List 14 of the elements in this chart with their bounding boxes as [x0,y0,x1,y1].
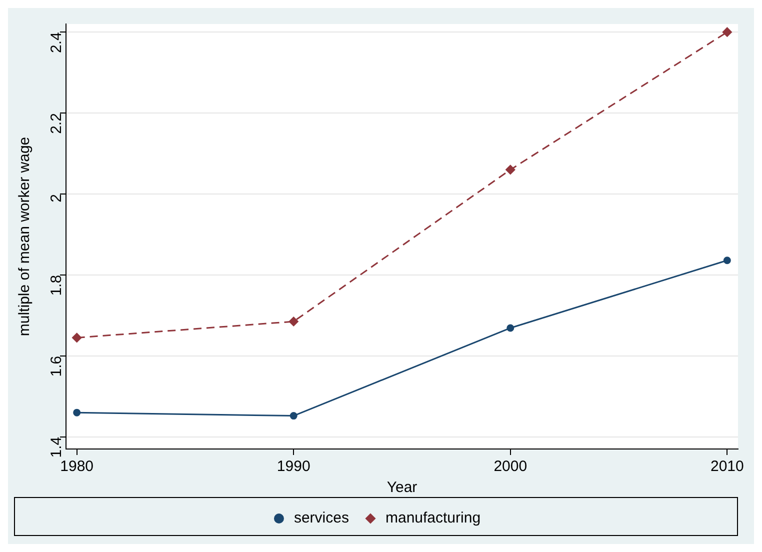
y-axis-title: multiple of mean worker wage [16,136,34,336]
y-tick-label: 1.4 [48,436,66,458]
x-tick-label: 2000 [494,458,528,476]
y-tick-label: 2 [48,194,66,202]
y-tick-label: 1.8 [48,274,66,296]
x-tick-label: 1980 [60,458,94,476]
y-tick-label: 2.2 [48,113,66,134]
y-tick-label: 1.6 [48,356,66,377]
x-tick-label: 2010 [710,458,744,476]
x-axis-title: Year [386,479,418,496]
legend-label: services [294,510,349,527]
legend-label: manufacturing [385,510,481,527]
y-tick-label: 2.4 [48,32,66,53]
x-tick-label: 1990 [276,458,310,476]
